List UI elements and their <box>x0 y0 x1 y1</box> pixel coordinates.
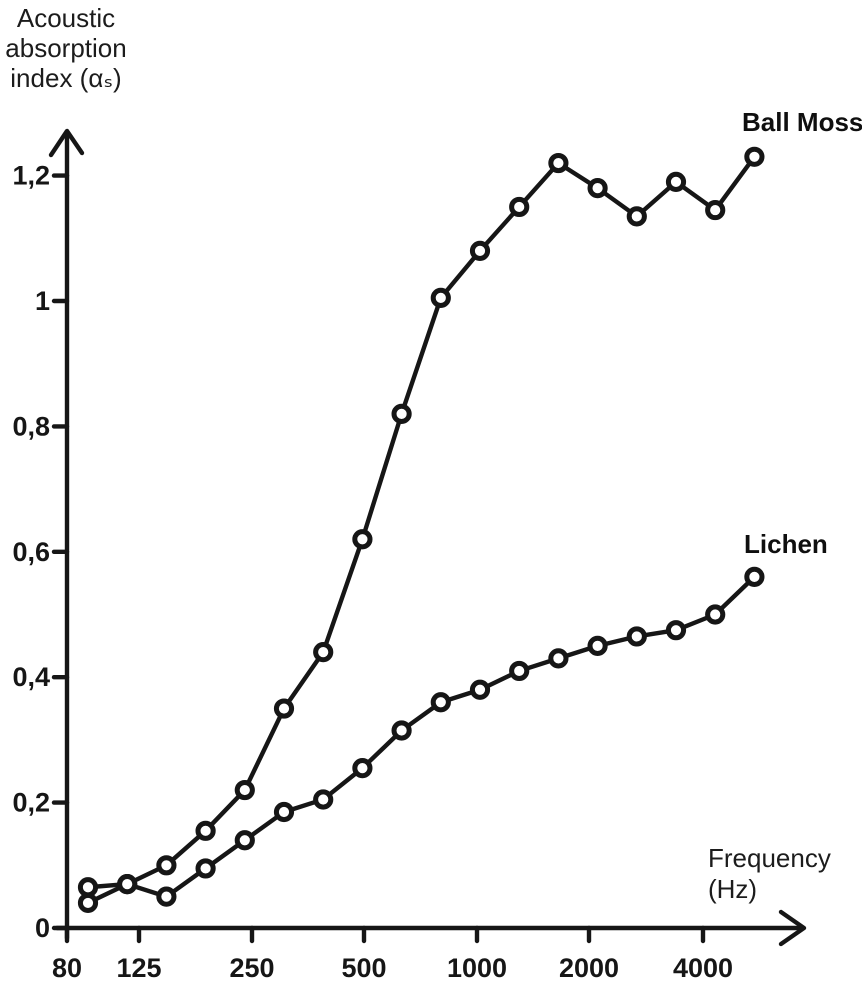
y-tick-label: 1,2 <box>12 161 50 191</box>
x-axis-title: Frequency (Hz) <box>708 843 831 905</box>
data-point-marker-ball-moss <box>469 240 491 261</box>
data-point-marker-ball-moss <box>626 206 647 227</box>
x-axis-title-line-2: (Hz) <box>708 874 758 904</box>
y-tick-label: 0,6 <box>12 537 50 567</box>
data-point-marker-lichen <box>469 679 491 700</box>
data-point-marker-lichen <box>665 620 687 641</box>
x-axis-title-line-1: Frequency <box>708 843 831 873</box>
y-axis-title-line-2: absorption <box>5 33 127 63</box>
data-point-marker-ball-moss <box>587 178 608 199</box>
y-axis-arrow-icon <box>48 128 85 158</box>
data-point-marker-lichen <box>548 648 569 669</box>
data-point-marker-lichen <box>195 858 216 879</box>
series-label-lichen: Lichen <box>744 529 828 559</box>
data-point-marker-lichen <box>430 692 451 713</box>
data-point-marker-lichen <box>705 604 726 625</box>
x-axis-arrow-icon <box>778 909 807 947</box>
data-point-marker-lichen <box>587 635 608 656</box>
data-point-marker-lichen <box>626 626 647 647</box>
data-point-marker-ball-moss <box>391 403 412 424</box>
data-point-marker-ball-moss <box>234 779 255 801</box>
y-tick-label: 1 <box>35 286 50 316</box>
data-point-marker-lichen <box>509 660 530 682</box>
data-point-marker-ball-moss <box>77 877 99 898</box>
y-tick-label: 0,8 <box>12 411 50 441</box>
x-tick-label: 250 <box>229 953 274 983</box>
data-point-marker-ball-moss <box>352 529 373 550</box>
x-tick-label: 1000 <box>447 953 507 983</box>
data-point-marker-ball-moss <box>705 199 726 221</box>
data-point-marker-ball-moss <box>313 642 334 663</box>
data-point-marker-lichen <box>117 874 138 895</box>
x-tick-label: 80 <box>52 953 82 983</box>
data-point-marker-ball-moss <box>195 820 216 841</box>
y-tick-label: 0 <box>35 913 50 943</box>
y-tick-label: 0,4 <box>12 662 50 692</box>
data-point-marker-ball-moss <box>156 855 177 876</box>
data-point-marker-ball-moss <box>665 171 687 192</box>
y-tick-label: 0,2 <box>12 788 50 818</box>
series-line-lichen <box>85 574 757 906</box>
x-tick-label: 4000 <box>673 953 733 983</box>
data-point-marker-ball-moss <box>509 196 530 218</box>
data-point-marker-lichen <box>352 758 373 779</box>
data-point-marker-ball-moss <box>430 287 451 308</box>
series-label-ball-moss: Ball Moss <box>742 107 862 137</box>
data-point-marker-ball-moss <box>548 152 569 174</box>
y-axis-title-line-3: index (αₛ) <box>10 63 122 93</box>
data-point-marker-lichen <box>156 886 177 907</box>
y-axis-title: Acoustic absorption index (αₛ) <box>0 3 132 93</box>
series-line-ball-moss <box>85 154 757 890</box>
data-point-marker-lichen <box>313 789 334 810</box>
x-tick-label: 2000 <box>559 953 619 983</box>
data-point-marker-ball-moss <box>744 146 765 167</box>
data-point-marker-lichen <box>744 566 765 587</box>
data-point-marker-lichen <box>234 830 255 851</box>
data-point-marker-ball-moss <box>273 698 295 719</box>
y-axis-title-line-1: Acoustic <box>16 3 116 33</box>
x-tick-label: 500 <box>341 953 386 983</box>
data-point-marker-lichen <box>391 720 412 741</box>
data-point-marker-lichen <box>77 892 99 914</box>
data-point-marker-lichen <box>273 801 295 823</box>
x-tick-label: 125 <box>116 953 161 983</box>
